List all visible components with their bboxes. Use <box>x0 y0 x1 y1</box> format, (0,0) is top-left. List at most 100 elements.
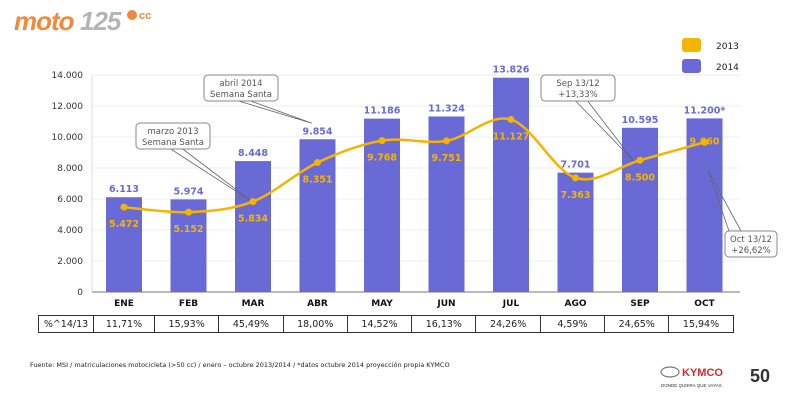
line-label-2013: 9.660 <box>689 136 719 147</box>
line-2013-path <box>123 117 705 214</box>
bar-2014 <box>364 118 400 292</box>
line-label-2013: 8.500 <box>625 172 655 183</box>
svg-text:cc: cc <box>139 10 151 22</box>
bar-label-2014: 5.974 <box>173 186 203 197</box>
bar-2014 <box>428 116 465 292</box>
bar-label-2014: 13.826 <box>493 65 530 76</box>
line-point-2013 <box>572 174 579 182</box>
x-category-label: JUN <box>436 299 455 309</box>
bar-label-2014: 11.186 <box>364 106 401 117</box>
y-tick-label: 12.000 <box>52 102 84 112</box>
line-point-2013 <box>507 116 515 124</box>
percentage-cell: 24,65% <box>604 315 670 333</box>
percentage-cell: 45,49% <box>218 315 284 333</box>
callout-pointer <box>238 100 313 124</box>
percentage-cell: 11,71% <box>93 315 155 333</box>
line-point-2013 <box>185 208 192 216</box>
callout-line2: +26,62% <box>731 246 771 256</box>
percentage-cell: 4,59% <box>539 315 606 333</box>
bar-label-2014: 11.324 <box>428 103 465 114</box>
line-label-2013: 11.127 <box>493 132 530 143</box>
y-axis-ticks: 0 2.000 4.000 6.000 8.000 10.000 12.000 14.000 <box>52 71 84 298</box>
legend-label-2013: 2013 <box>716 42 739 52</box>
bars-2014 <box>106 77 723 293</box>
callout-line2: Semana Santa <box>210 90 272 100</box>
percentage-cell: 24,26% <box>475 315 541 333</box>
line-label-2013: 5.472 <box>109 219 139 230</box>
bar-2014 <box>557 172 594 292</box>
source-footnote: Fuente: MSI / matriculaciones motociclet… <box>30 361 450 369</box>
y-tick-label: 10.000 <box>52 133 84 143</box>
bar-label-2014: 8.448 <box>238 148 268 159</box>
percentage-cell: 15,94% <box>668 315 734 333</box>
svg-text:moto: moto <box>14 6 75 36</box>
x-category-label: MAY <box>371 299 393 309</box>
line-point-2013 <box>443 137 450 145</box>
callout-box <box>203 74 279 102</box>
callout-box <box>135 122 211 150</box>
y-tick-label: 8.000 <box>57 164 83 174</box>
line-point-2013 <box>314 159 321 167</box>
x-category-label: SEP <box>630 299 650 309</box>
x-category-label: ENE <box>114 299 134 309</box>
callout-box <box>724 230 778 258</box>
bar-label-2014: 6.113 <box>109 184 139 195</box>
line-label-2013: 5.834 <box>238 214 268 225</box>
callout-line1: Sep 13/12 <box>556 79 599 89</box>
x-category-label: FEB <box>179 299 198 309</box>
legend-swatch-2013 <box>682 38 701 52</box>
legend-swatch-2014 <box>682 59 701 73</box>
y-tick-label: 0 <box>77 288 83 298</box>
bar-label-2014: 10.595 <box>622 115 659 126</box>
callout-line2: +13,33% <box>558 90 598 100</box>
y-tick-label: 2.000 <box>57 257 83 267</box>
callout-line1: marzo 2013 <box>148 127 199 137</box>
x-category-label: ABR <box>307 299 328 309</box>
bar-label-2014: 7.701 <box>560 160 590 171</box>
callout-pointer <box>707 170 742 232</box>
percentage-table: %^14/13 11,71% 15,93% 45,49% 18,00% 14,52% 16… <box>38 315 734 333</box>
y-tick-label: 14.000 <box>52 71 84 81</box>
line-label-2013: 9.751 <box>431 153 461 164</box>
x-category-label: AGO <box>564 299 586 309</box>
line-label-2013: 8.351 <box>302 175 332 186</box>
percentage-cell: 18,00% <box>282 315 348 333</box>
chart: 02.0004.0006.0008.00010.00012.00014.000 … <box>52 38 778 309</box>
line-point-2013 <box>249 198 257 206</box>
callout-box <box>540 74 616 102</box>
line-2013 <box>120 116 708 216</box>
bar-2014 <box>106 197 142 292</box>
percentage-row-header: %^14/13 <box>38 315 94 333</box>
legend: 2013 2014 <box>682 38 739 73</box>
callout-line2: Semana Santa <box>142 138 204 148</box>
anniversary-50: 50 <box>750 366 770 386</box>
bar-2014 <box>686 118 723 293</box>
percentage-cell: 15,93% <box>153 315 220 333</box>
callout-line1: Oct 13/12 <box>730 235 772 245</box>
line-point-2013 <box>120 203 128 211</box>
kymco-logo: KYMCO DONDE QUIERA QUE VAYAS 50 <box>660 366 770 388</box>
moto125-logo: moto 125 cc <box>14 6 151 36</box>
x-category-label: MAR <box>242 299 265 309</box>
line-point-2013 <box>378 137 386 145</box>
line-point-2013 <box>636 156 644 164</box>
line-label-2013: 9.768 <box>367 153 397 164</box>
x-category-label: JUL <box>502 299 520 309</box>
line-label-2013: 5.152 <box>173 224 203 235</box>
percentage-cell: 16,13% <box>411 315 477 333</box>
y-tick-label: 4.000 <box>57 226 83 236</box>
kymco-text: KYMCO <box>682 367 723 379</box>
bar-label-2014: 11.200* <box>684 105 726 116</box>
percentage-row: %^14/13 11,71% 15,93% 45,49% 18,00% 14,52% 16… <box>38 315 734 333</box>
bar-label-2014: 9.854 <box>302 126 332 137</box>
legend-label-2014: 2014 <box>716 63 739 73</box>
callout-line1: abril 2014 <box>219 79 262 89</box>
bar-2014 <box>235 161 271 292</box>
x-category-label: OCT <box>694 299 715 309</box>
line-point-2013 <box>701 138 708 146</box>
kymco-tagline: DONDE QUIERA QUE VAYAS <box>661 383 722 388</box>
data-labels: 6.113 5.974 8.448 9.854 11.186 11.324 13.826 7.… <box>109 65 725 235</box>
svg-text:125: 125 <box>80 6 122 36</box>
y-tick-label: 6.000 <box>57 195 83 205</box>
